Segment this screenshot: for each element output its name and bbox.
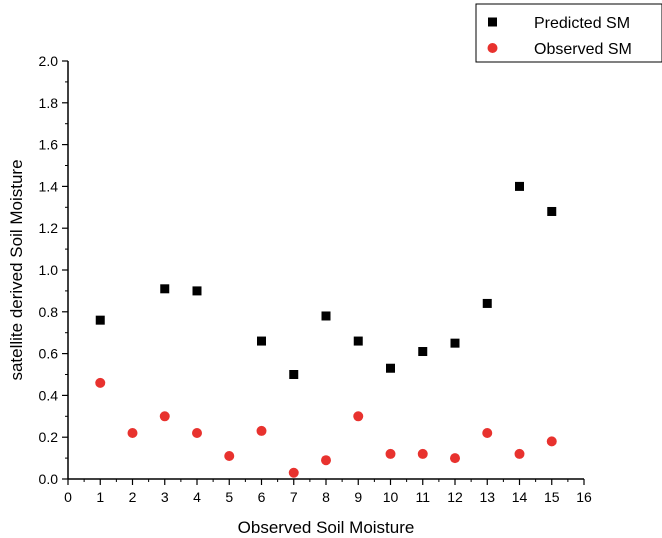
legend-square-icon [488,17,497,27]
y-tick-label: 0.6 [39,346,59,362]
x-tick-label: 14 [512,489,528,505]
predicted-point [321,311,331,321]
predicted-point [192,286,202,296]
y-tick-label: 1.0 [39,262,59,278]
legend-label: Observed SM [534,41,632,58]
observed-point [450,453,460,464]
predicted-point [482,298,492,308]
x-tick-label: 7 [290,489,298,505]
observed-point [321,455,331,466]
predicted-point [515,181,524,191]
x-tick-label: 3 [161,489,169,505]
observed-point [353,411,364,422]
x-tick-label: 4 [193,489,201,505]
x-tick-label: 5 [225,489,233,505]
x-tick-label: 13 [479,489,495,505]
x-tick-label: 11 [415,489,430,505]
observed-point [95,377,106,388]
observed-point [417,448,428,459]
series-1 [95,377,557,478]
observed-point [159,411,170,422]
legend: Predicted SM Observed SM [475,3,662,63]
observed-point [482,428,493,439]
observed-point [256,425,267,436]
observed-point [127,428,138,439]
x-tick-label: 10 [383,489,399,505]
y-axis-title: satellite derived Soil Moisture [7,159,26,380]
y-tick-label: 1.4 [39,178,59,194]
observed-point [224,451,235,462]
predicted-point [353,336,363,346]
y-tick-label: 0.4 [39,387,59,403]
predicted-point [450,338,460,348]
axes: 0 1 2 3 4 5 6 7 8 9 10 11 12 13 14 15 160.00.20.40.60.81… [39,53,592,505]
x-tick-label: 1 [96,489,104,505]
observed-point [514,448,525,459]
x-tick-label: 6 [258,489,266,505]
y-tick-label: 2.0 [39,53,59,69]
legend-label: Predicted SM [534,15,630,32]
x-tick-label: 12 [447,489,463,505]
y-tick-label: 0.8 [39,304,59,320]
x-tick-label: 2 [129,489,137,505]
y-tick-label: 1.2 [39,220,59,236]
x-axis-title: Observed Soil Moisture [238,518,415,537]
observed-point [288,467,299,478]
observed-point [546,436,557,447]
predicted-point [418,347,428,357]
y-tick-label: 0.0 [39,471,59,487]
y-tick-label: 1.6 [39,137,59,153]
x-tick-label: 16 [576,489,592,505]
x-tick-label: 8 [322,489,330,505]
x-tick-label: 15 [544,489,560,505]
x-tick-label: 0 [64,489,72,505]
legend-box [475,3,662,63]
predicted-point [160,284,170,294]
legend-circle-icon [487,43,498,53]
series-0 [95,181,557,379]
predicted-point [386,363,395,373]
y-tick-label: 0.2 [39,429,59,445]
predicted-point [289,370,299,379]
predicted-point [547,206,557,216]
observed-point [192,428,202,439]
data-marks [95,181,557,478]
predicted-point [95,315,105,325]
x-tick-label: 9 [354,489,362,505]
observed-point [385,448,396,459]
predicted-point [257,336,266,346]
y-tick-label: 1.8 [39,95,59,111]
